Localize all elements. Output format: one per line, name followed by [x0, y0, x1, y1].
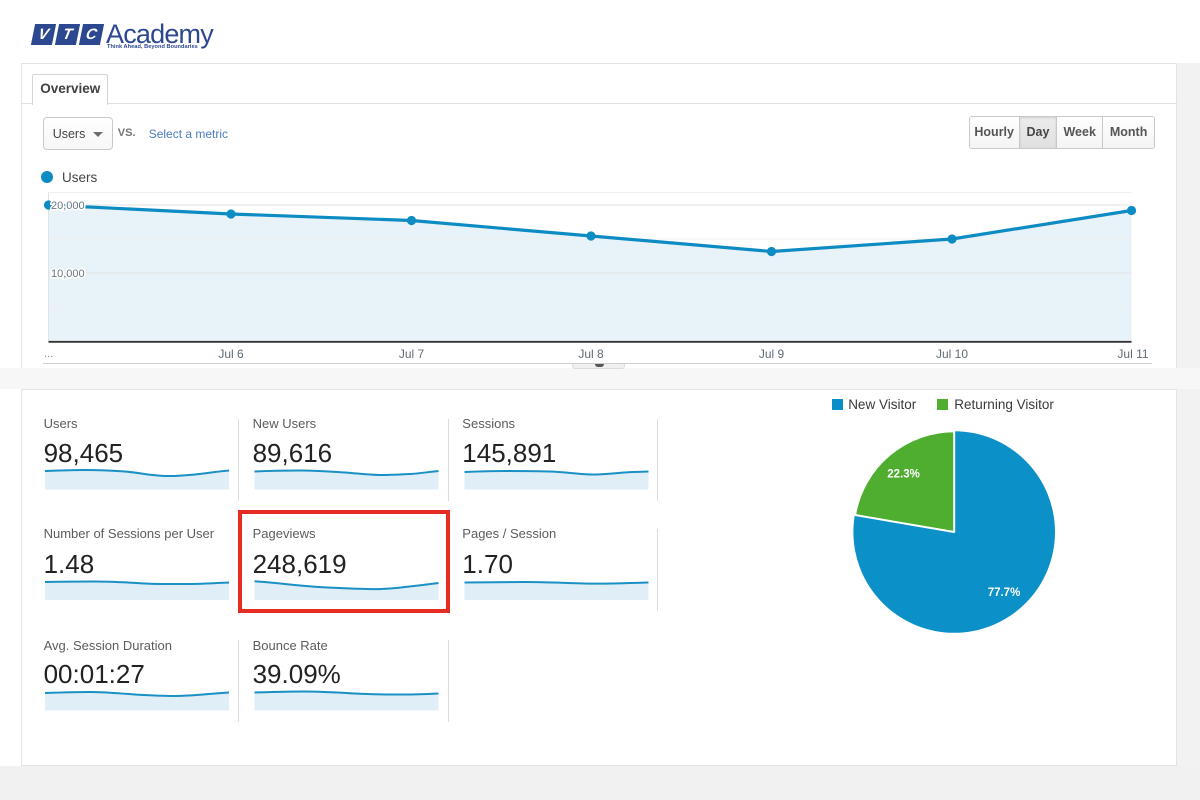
svg-text:22.3%: 22.3%	[887, 469, 920, 481]
svg-text:20,000: 20,000	[51, 200, 85, 212]
svg-text:Jul 6: Jul 6	[218, 347, 244, 361]
svg-text:77.7%: 77.7%	[988, 587, 1021, 599]
svg-text:Jul 7: Jul 7	[399, 347, 425, 361]
svg-text:Jul 8: Jul 8	[578, 347, 604, 361]
svg-text:10,000: 10,000	[51, 268, 85, 280]
svg-text:...: ...	[44, 348, 53, 360]
svg-text:Jul 9: Jul 9	[759, 347, 785, 361]
svg-text:Jul 10: Jul 10	[936, 347, 968, 361]
svg-text:Jul 11: Jul 11	[1117, 347, 1148, 361]
